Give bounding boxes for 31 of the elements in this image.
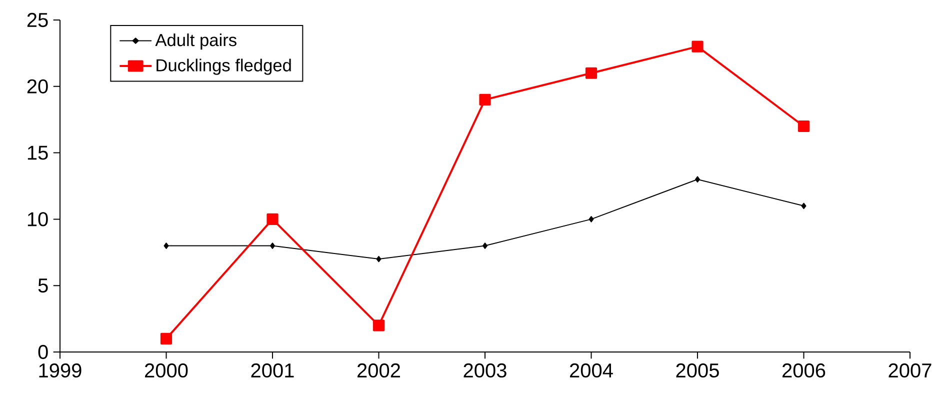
y-tick-label: 0 <box>38 344 48 360</box>
x-tick-label: 2001 <box>251 363 294 378</box>
point <box>372 320 385 332</box>
legend-label: Ducklings fledged <box>156 58 291 75</box>
point <box>585 67 598 79</box>
point <box>692 40 704 52</box>
point <box>588 216 594 222</box>
x-tick-label: 2006 <box>782 363 826 378</box>
point <box>266 213 278 225</box>
point <box>270 242 276 249</box>
point <box>482 242 488 249</box>
legend-label: Adult pairs <box>155 33 236 50</box>
point <box>695 176 700 183</box>
point <box>479 94 491 106</box>
x-tick-label: 1999 <box>39 363 82 378</box>
point <box>160 332 172 345</box>
x-tick-label: 2004 <box>570 363 613 378</box>
point <box>164 242 169 249</box>
y-tick-label: 10 <box>28 212 48 226</box>
y-tick-label: 15 <box>28 146 48 160</box>
y-tick-label: 5 <box>38 278 48 293</box>
x-tick-label: 2003 <box>464 363 506 378</box>
x-tick-label: 2007 <box>888 363 932 378</box>
point <box>376 256 382 262</box>
x-tick-label: 2000 <box>145 363 188 378</box>
point <box>801 202 806 210</box>
y-tick-label: 25 <box>27 12 48 28</box>
x-tick-label: 2002 <box>358 363 400 378</box>
y-tick-label: 20 <box>27 79 48 94</box>
point <box>798 120 810 132</box>
x-tick-label: 2005 <box>676 363 719 378</box>
